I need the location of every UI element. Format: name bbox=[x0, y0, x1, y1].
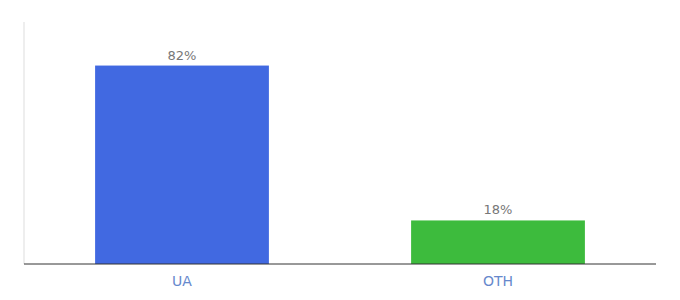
bar bbox=[411, 220, 585, 264]
y-axis-line bbox=[24, 22, 25, 264]
data-label: 18% bbox=[484, 202, 513, 217]
x-tick-label: OTH bbox=[483, 273, 513, 289]
bar bbox=[95, 66, 269, 264]
bars bbox=[95, 66, 585, 264]
x-axis-line bbox=[24, 264, 656, 265]
x-tick-label: UA bbox=[172, 273, 192, 289]
data-label: 82% bbox=[168, 48, 197, 63]
chart-container: 82% UA 18% OTH bbox=[0, 0, 680, 300]
chart-svg: 82% UA 18% OTH bbox=[0, 0, 680, 300]
